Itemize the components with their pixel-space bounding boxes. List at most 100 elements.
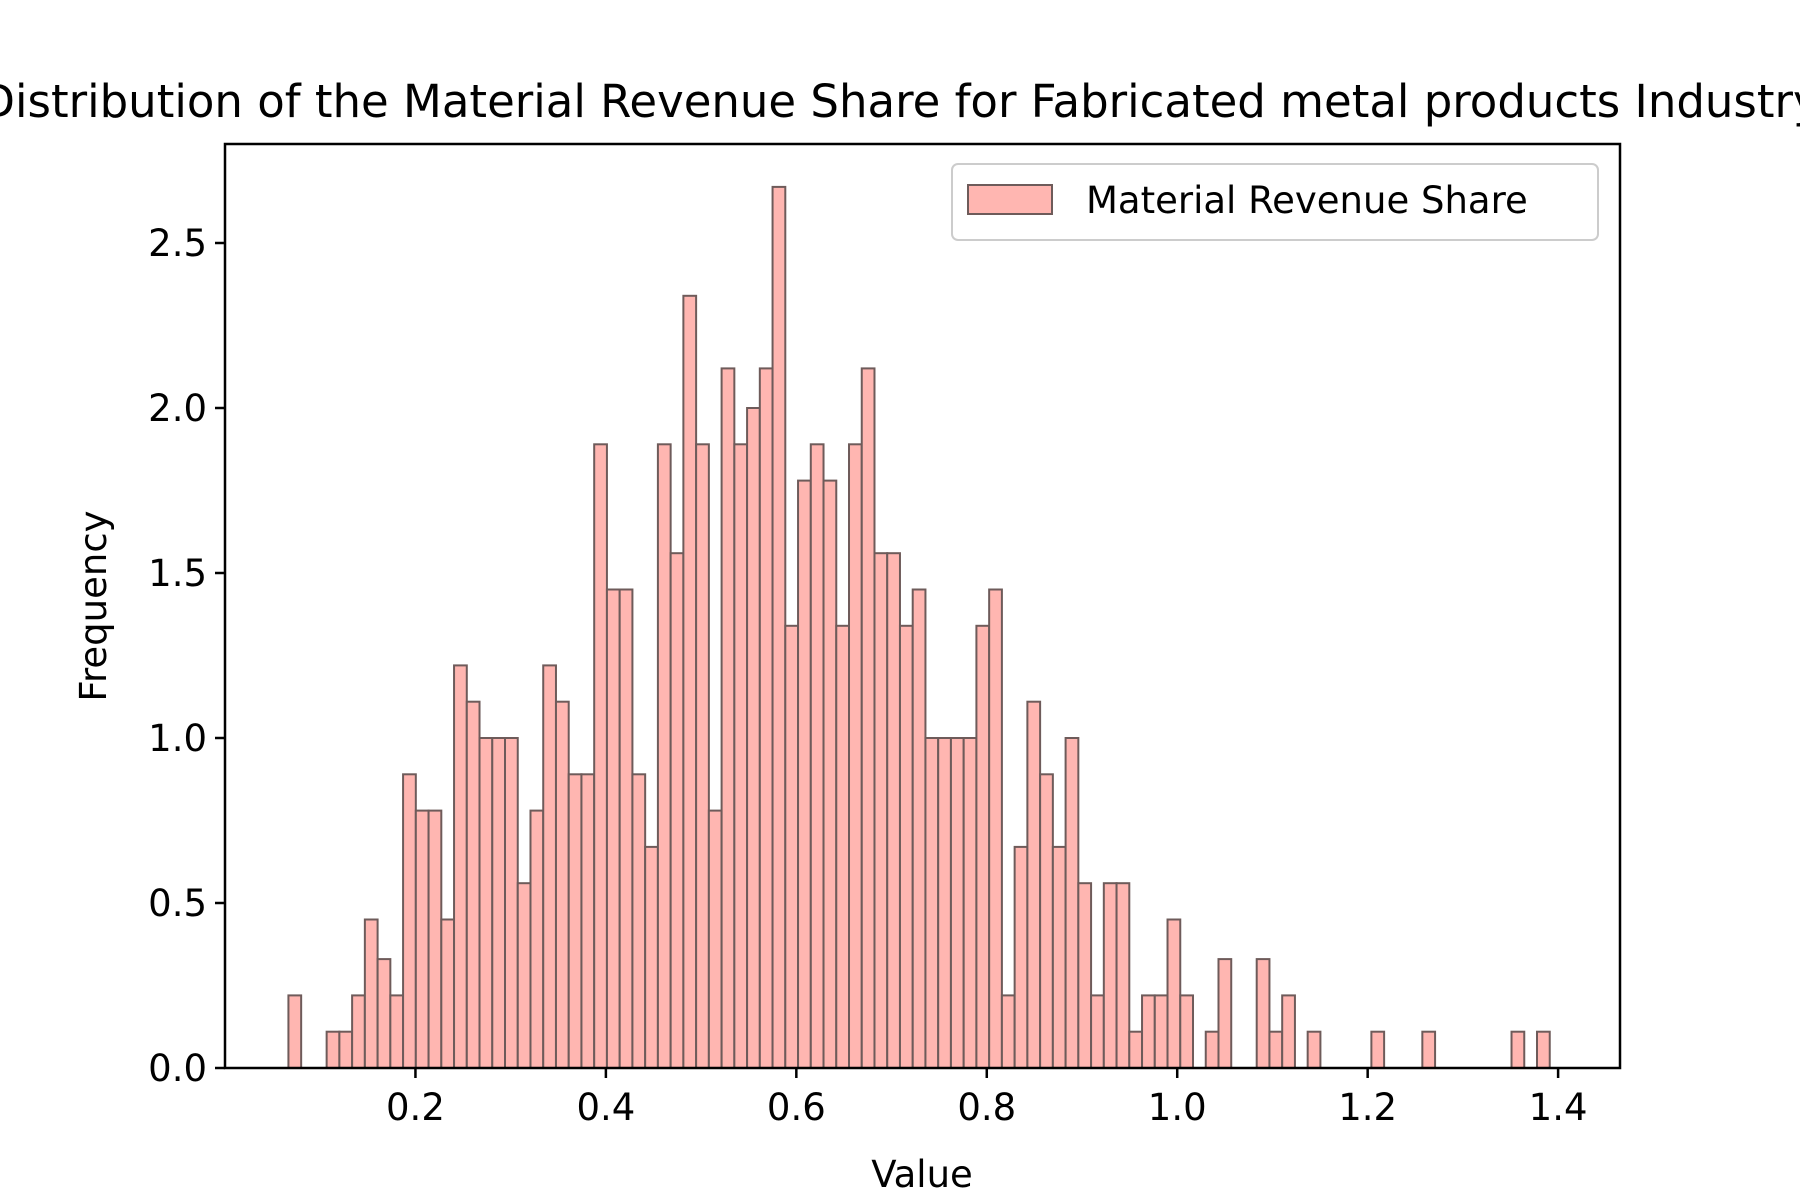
histogram-bar (758, 367, 774, 1069)
x-tick-label: 0.2 (386, 1086, 445, 1129)
y-tick-label: 0.0 (148, 1047, 207, 1090)
legend-frame (951, 163, 1599, 241)
plot-area-frame (223, 142, 1622, 1070)
histogram-bar (618, 588, 634, 1069)
histogram-bar (1268, 1030, 1284, 1069)
histogram-bar (504, 737, 519, 1069)
histogram-bar (695, 443, 710, 1069)
histogram-bar (1204, 1030, 1220, 1069)
histogram-bar (835, 624, 851, 1069)
histogram-bar (1510, 1030, 1526, 1069)
histogram-bar (937, 737, 952, 1069)
histogram-bar (363, 918, 379, 1069)
histogram-bar (873, 552, 889, 1069)
histogram-bar (988, 588, 1003, 1069)
histogram-bar (911, 588, 927, 1069)
histogram-bar (325, 1030, 341, 1069)
histogram-bar (376, 958, 392, 1069)
histogram-bar (593, 443, 608, 1069)
histogram-bar (1026, 700, 1042, 1069)
y-axis-ticks: 0.0 0.5 1.0 1.5 2.0 2.5 (148, 222, 225, 1090)
histogram-bar (453, 664, 468, 1070)
histogram-bar (414, 809, 430, 1069)
histogram-bar (898, 624, 914, 1069)
x-axis-label: Value (871, 1153, 973, 1196)
legend-label: Material Revenue Share (1086, 179, 1528, 222)
histogram-bar (1536, 1030, 1551, 1069)
x-axis-ticks: 0.2 0.4 0.6 0.8 1.0 1.2 1.4 (386, 1068, 1588, 1129)
histogram-bar (1306, 1030, 1322, 1069)
histogram-bar (860, 367, 876, 1069)
histogram-bar (733, 443, 749, 1069)
histogram-bar (580, 773, 596, 1069)
histogram-bar (1370, 1030, 1386, 1069)
legend-swatch (967, 184, 1053, 215)
legend: Material Revenue Share (951, 163, 1599, 241)
histogram-bar (338, 1030, 354, 1069)
histogram-bar (1179, 994, 1195, 1070)
histogram-bar (1077, 882, 1093, 1070)
histogram-bar (1039, 773, 1054, 1069)
histogram-bar (542, 664, 557, 1070)
histogram-bar (771, 185, 787, 1069)
histogram-bar (797, 479, 812, 1070)
histogram-bar (809, 443, 825, 1069)
histogram-bar (962, 737, 978, 1069)
histogram-bar (478, 737, 494, 1069)
histogram-bar (1281, 994, 1296, 1070)
histogram-bar (1051, 845, 1067, 1070)
y-tick-label: 1.5 (148, 552, 207, 595)
histogram-bar (516, 882, 532, 1070)
x-tick-label: 0.6 (767, 1086, 826, 1129)
histogram-bar (746, 407, 761, 1069)
histogram-bar (1217, 958, 1233, 1069)
chart-title: Distribution of the Material Revenue Sha… (0, 75, 1800, 128)
histogram-bar (1000, 994, 1016, 1070)
x-tick-label: 1.2 (1338, 1086, 1397, 1129)
histogram-bar (1128, 1030, 1144, 1069)
histogram-bar (669, 552, 685, 1069)
y-tick-label: 2.0 (148, 387, 207, 430)
histogram-bar (1090, 994, 1105, 1070)
x-tick-label: 1.0 (1148, 1086, 1207, 1129)
histogram-bar (1013, 845, 1029, 1070)
histogram-bar (886, 552, 901, 1069)
histogram-bar (924, 737, 940, 1069)
x-tick-label: 0.8 (957, 1086, 1016, 1129)
histogram-bar (1064, 737, 1080, 1069)
histogram-bar (1421, 1030, 1437, 1069)
histogram-bar (402, 773, 417, 1069)
histogram-bar (389, 994, 405, 1070)
histogram-bar (1115, 882, 1131, 1070)
histogram-bar (848, 443, 863, 1069)
histogram-bar (605, 588, 621, 1069)
histogram-bar (1166, 918, 1182, 1069)
x-tick-label: 0.4 (576, 1086, 635, 1129)
histogram-bar (949, 737, 965, 1069)
histogram-bars (287, 185, 1551, 1070)
histogram-bar (656, 443, 672, 1069)
y-tick-label: 0.5 (148, 882, 207, 925)
histogram-bar (1102, 882, 1118, 1070)
histogram-bar (822, 479, 838, 1070)
y-axis-label: Frequency (72, 510, 115, 701)
histogram-bar (351, 994, 366, 1070)
histogram-bar (1141, 994, 1156, 1070)
y-tick-label: 1.0 (148, 717, 207, 760)
x-tick-label: 1.4 (1529, 1086, 1588, 1129)
histogram-bar (529, 809, 545, 1069)
histogram-bar (720, 367, 736, 1069)
histogram-bar (427, 809, 443, 1069)
y-tick-label: 2.5 (148, 222, 207, 265)
histogram-bar (554, 700, 570, 1069)
histogram-bar (682, 294, 698, 1069)
histogram-bar (1255, 958, 1271, 1069)
histogram-bar (1153, 994, 1169, 1070)
histogram-bar (784, 624, 800, 1069)
histogram-bar (567, 773, 583, 1069)
histogram-bar (707, 809, 723, 1069)
histogram-bar (631, 773, 647, 1069)
histogram-bar (440, 918, 456, 1069)
histogram-bar (491, 737, 507, 1069)
